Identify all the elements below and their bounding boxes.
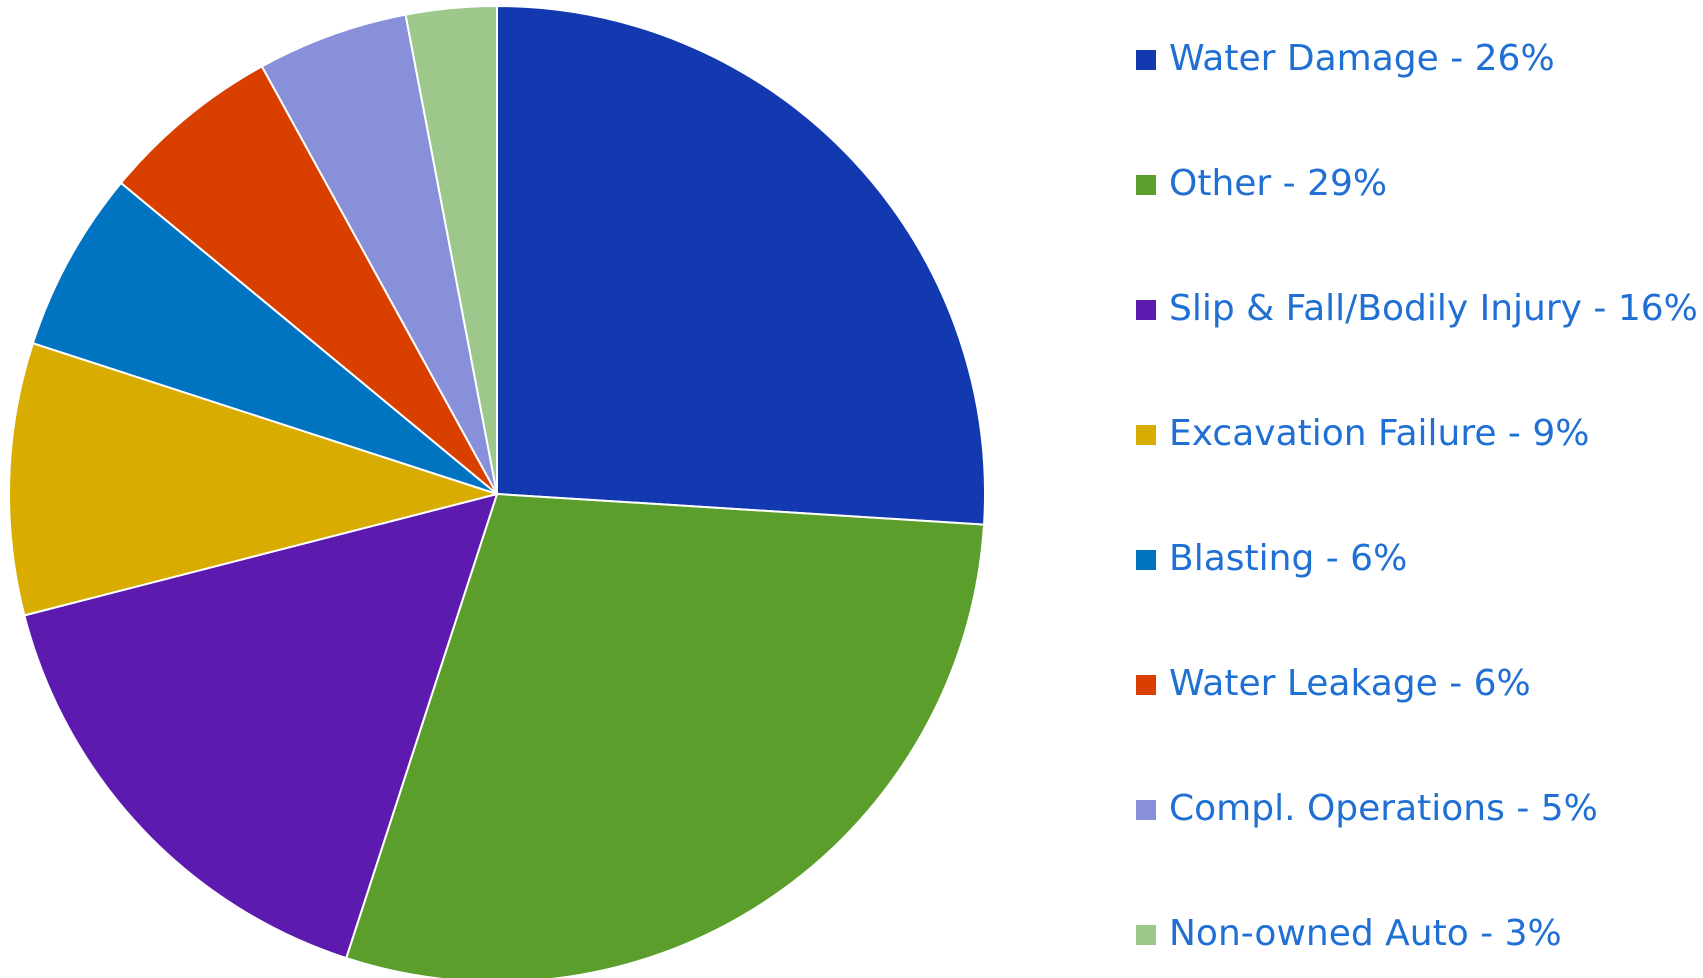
legend-swatch <box>1136 300 1156 320</box>
legend-label: Slip & Fall/Bodily Injury - 16% <box>1169 288 1698 329</box>
legend-label: Non-owned Auto - 3% <box>1169 913 1562 954</box>
pie-slice <box>260 13 498 495</box>
legend-swatch <box>1136 175 1156 195</box>
legend-swatch <box>1136 800 1156 820</box>
legend-swatch <box>1136 550 1156 570</box>
legend-swatch <box>1136 675 1156 695</box>
pie-slice <box>404 4 498 495</box>
legend-swatch <box>1136 925 1156 945</box>
legend-swatch <box>1136 50 1156 70</box>
pie-slice <box>23 492 499 960</box>
pie-slice <box>31 181 498 495</box>
pie-slice <box>496 4 986 526</box>
pie-slice <box>119 65 498 495</box>
pie-slice <box>8 341 501 617</box>
legend-label: Water Damage - 26% <box>1169 38 1555 79</box>
legend-label: Compl. Operations - 5% <box>1169 788 1598 829</box>
pie-slice <box>344 492 986 978</box>
legend-label: Other - 29% <box>1169 163 1387 204</box>
legend-label: Excavation Failure - 9% <box>1169 413 1589 454</box>
legend-label: Water Leakage - 6% <box>1169 663 1531 704</box>
legend-label: Blasting - 6% <box>1169 538 1407 579</box>
legend-swatch <box>1136 425 1156 445</box>
